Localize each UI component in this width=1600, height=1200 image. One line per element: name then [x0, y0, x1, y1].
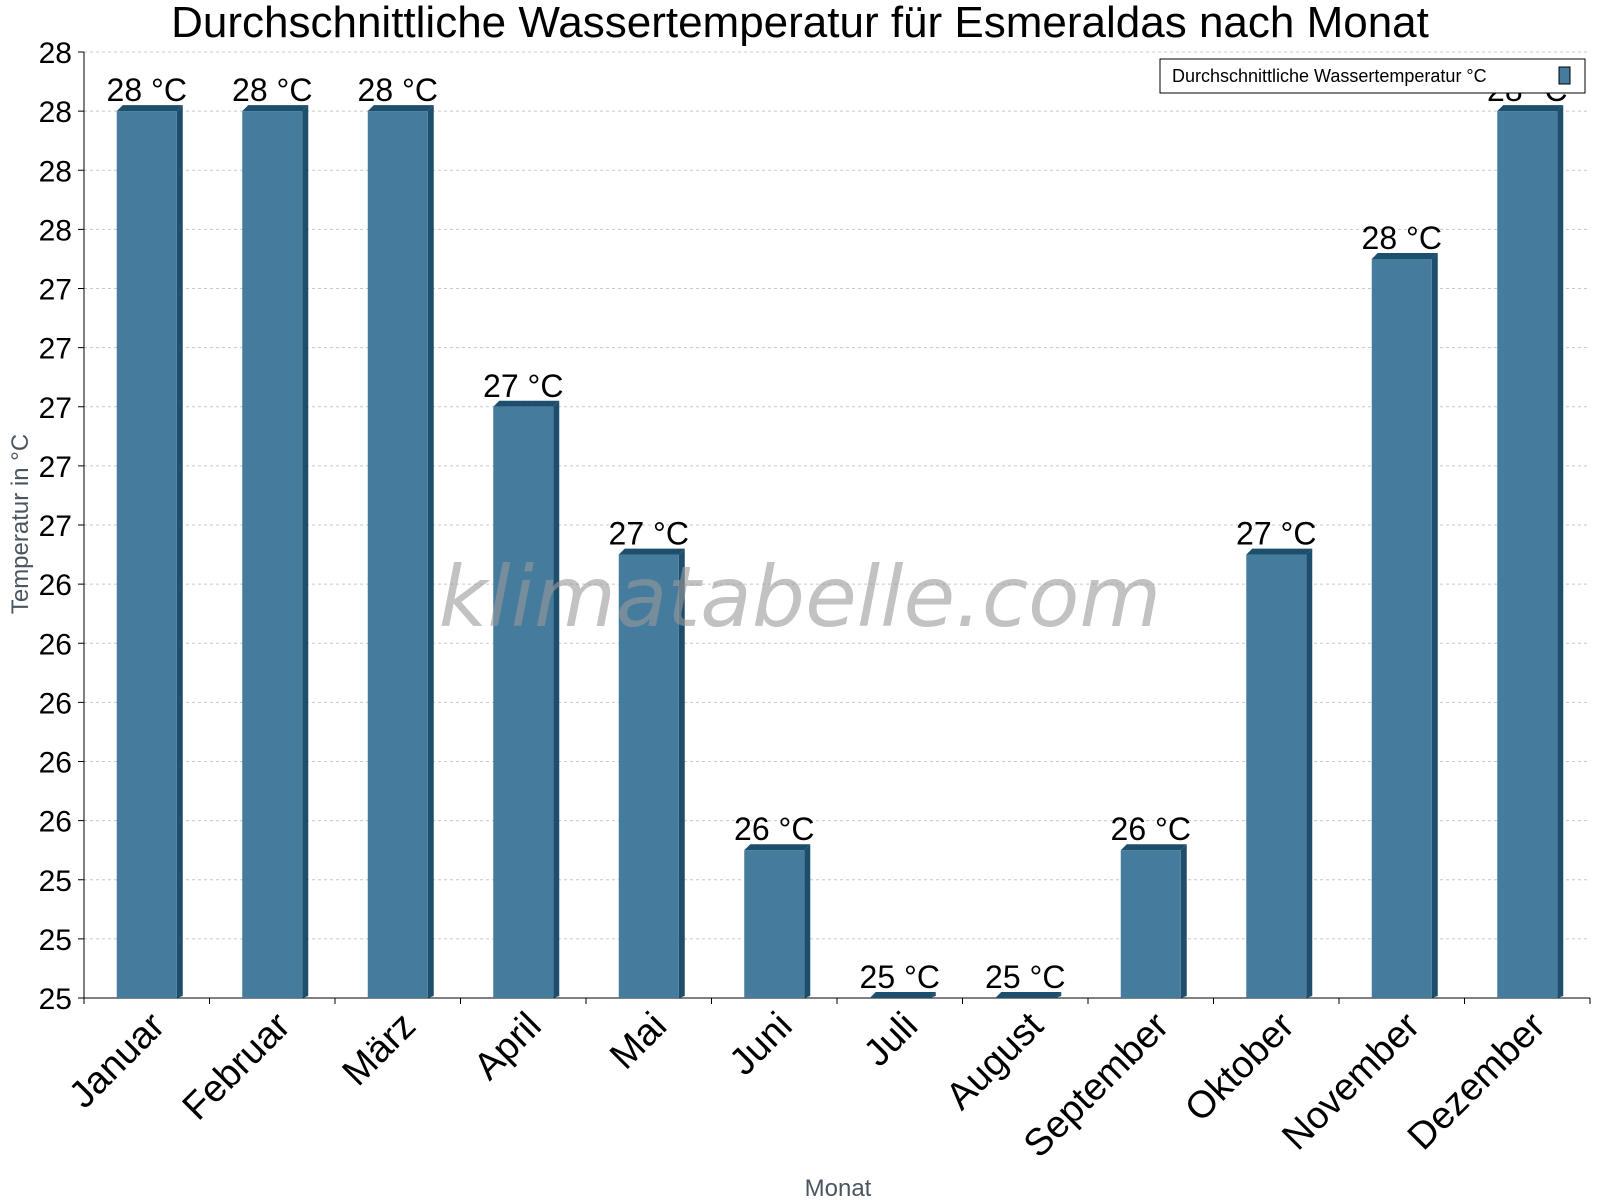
bar-front [1497, 111, 1558, 998]
x-tick-label: Dezember [1400, 1004, 1554, 1158]
y-tick-label: 26 [39, 569, 72, 602]
y-tick-label: 27 [39, 510, 72, 543]
bar-top [1120, 844, 1187, 851]
x-tick-label: Juli [856, 1005, 926, 1075]
x-tick-labels: Januar Februar März April Mai Juni Juli AugustS… [61, 998, 1591, 1166]
y-tick-label: 27 [39, 274, 72, 307]
y-tick-label: 27 [39, 333, 72, 366]
y-tick-label: 28 [39, 96, 72, 129]
bar-front [242, 111, 303, 998]
bar-side [804, 844, 811, 998]
bar-side [1557, 105, 1564, 998]
y-axis-label: Temperatur in °C [7, 434, 34, 614]
bar-april: 27 °C [483, 368, 563, 998]
data-label: 28 °C [107, 72, 187, 108]
bar-side [1306, 548, 1313, 998]
data-label: 25 °C [860, 959, 940, 995]
bar-august: 25 °C [985, 959, 1065, 998]
bar-side [1431, 252, 1438, 998]
bar-top [116, 105, 183, 112]
bar-front [1246, 554, 1307, 998]
bar-dezember: 28 °C [1487, 72, 1567, 998]
y-tick-label: 28 [39, 214, 72, 247]
bar-top [367, 105, 434, 112]
bar-front [744, 850, 805, 998]
x-tick-label: Oktober [1177, 1004, 1303, 1130]
bar-side [678, 548, 685, 998]
bar-front [493, 406, 554, 998]
y-tick-label: 28 [39, 37, 72, 70]
legend: Durchschnittliche Wassertemperatur °C [1159, 58, 1586, 94]
legend-box [1159, 58, 1586, 94]
y-tick-labels: 25 25 25 26 26 26 26 26 27 27 27 27 27 28 28 28 28 [39, 37, 84, 1016]
bar-top [242, 105, 309, 112]
data-label: 25 °C [985, 959, 1065, 995]
data-label: 28 °C [1362, 220, 1442, 256]
bar-front [1371, 258, 1432, 998]
y-tick-label: 26 [39, 628, 72, 661]
bar-september: 26 °C [1111, 811, 1191, 998]
bar-top [618, 548, 685, 555]
x-tick-label: März [335, 1005, 424, 1094]
x-axis-label: Monat [805, 1175, 872, 1200]
data-label: 26 °C [1111, 811, 1191, 847]
bar-side [427, 105, 434, 998]
bar-front [367, 111, 428, 998]
data-label: 26 °C [734, 811, 814, 847]
y-tick-label: 27 [39, 451, 72, 484]
data-label: 27 °C [1236, 516, 1316, 552]
x-tick-label: August [938, 1004, 1052, 1118]
chart-title: Durchschnittliche Wassertemperatur für E… [171, 0, 1429, 47]
bar-top [1371, 252, 1438, 259]
bar-november: 28 °C [1362, 220, 1442, 998]
y-tick-label: 26 [39, 806, 72, 839]
bar-januar: 28 °C [107, 72, 187, 998]
legend-swatch [1558, 66, 1571, 85]
x-tick-label: Mai [602, 1005, 675, 1078]
data-label: 27 °C [483, 368, 563, 404]
y-tick-label: 26 [39, 687, 72, 720]
bar-top [869, 992, 936, 998]
data-label: 28 °C [232, 72, 312, 108]
bar-front [116, 111, 177, 998]
legend-label: Durchschnittliche Wassertemperatur °C [1172, 66, 1487, 86]
y-tick-label: 28 [39, 155, 72, 188]
bar-top [995, 992, 1062, 998]
bars: 28 °C 28 °C 28 °C 27 °C 27 °C 26 °C 25 °C 25 °C… [107, 72, 1567, 998]
bar-oktober: 27 °C [1236, 516, 1316, 998]
bar-top [493, 400, 560, 407]
x-tick-label: Januar [61, 1004, 173, 1116]
bar-side [302, 105, 309, 998]
x-tick-label: Februar [175, 1004, 299, 1128]
y-tick-label: 27 [39, 392, 72, 425]
bar-top [744, 844, 811, 851]
y-tick-label: 25 [39, 924, 72, 957]
watermark: klimatabelle.com [439, 548, 1162, 646]
bar-juli: 25 °C [860, 959, 940, 998]
x-tick-label: April [466, 1005, 549, 1088]
bar-side [553, 400, 560, 998]
x-tick-label: Juni [722, 1005, 801, 1084]
bar-juni: 26 °C [734, 811, 814, 998]
y-tick-label: 25 [39, 983, 72, 1016]
data-label: 27 °C [609, 516, 689, 552]
bar-side [176, 105, 183, 998]
y-tick-label: 25 [39, 865, 72, 898]
bar-märz: 28 °C [358, 72, 438, 998]
bar-side [1180, 844, 1187, 998]
y-tick-label: 26 [39, 747, 72, 780]
bar-februar: 28 °C [232, 72, 312, 998]
grid-lines [84, 51, 1590, 940]
bar-front [618, 554, 679, 998]
data-label: 28 °C [358, 72, 438, 108]
bar-mai: 27 °C [609, 516, 689, 998]
bar-front [1120, 850, 1181, 998]
bar-top [1497, 105, 1564, 112]
bar-top [1246, 548, 1313, 555]
